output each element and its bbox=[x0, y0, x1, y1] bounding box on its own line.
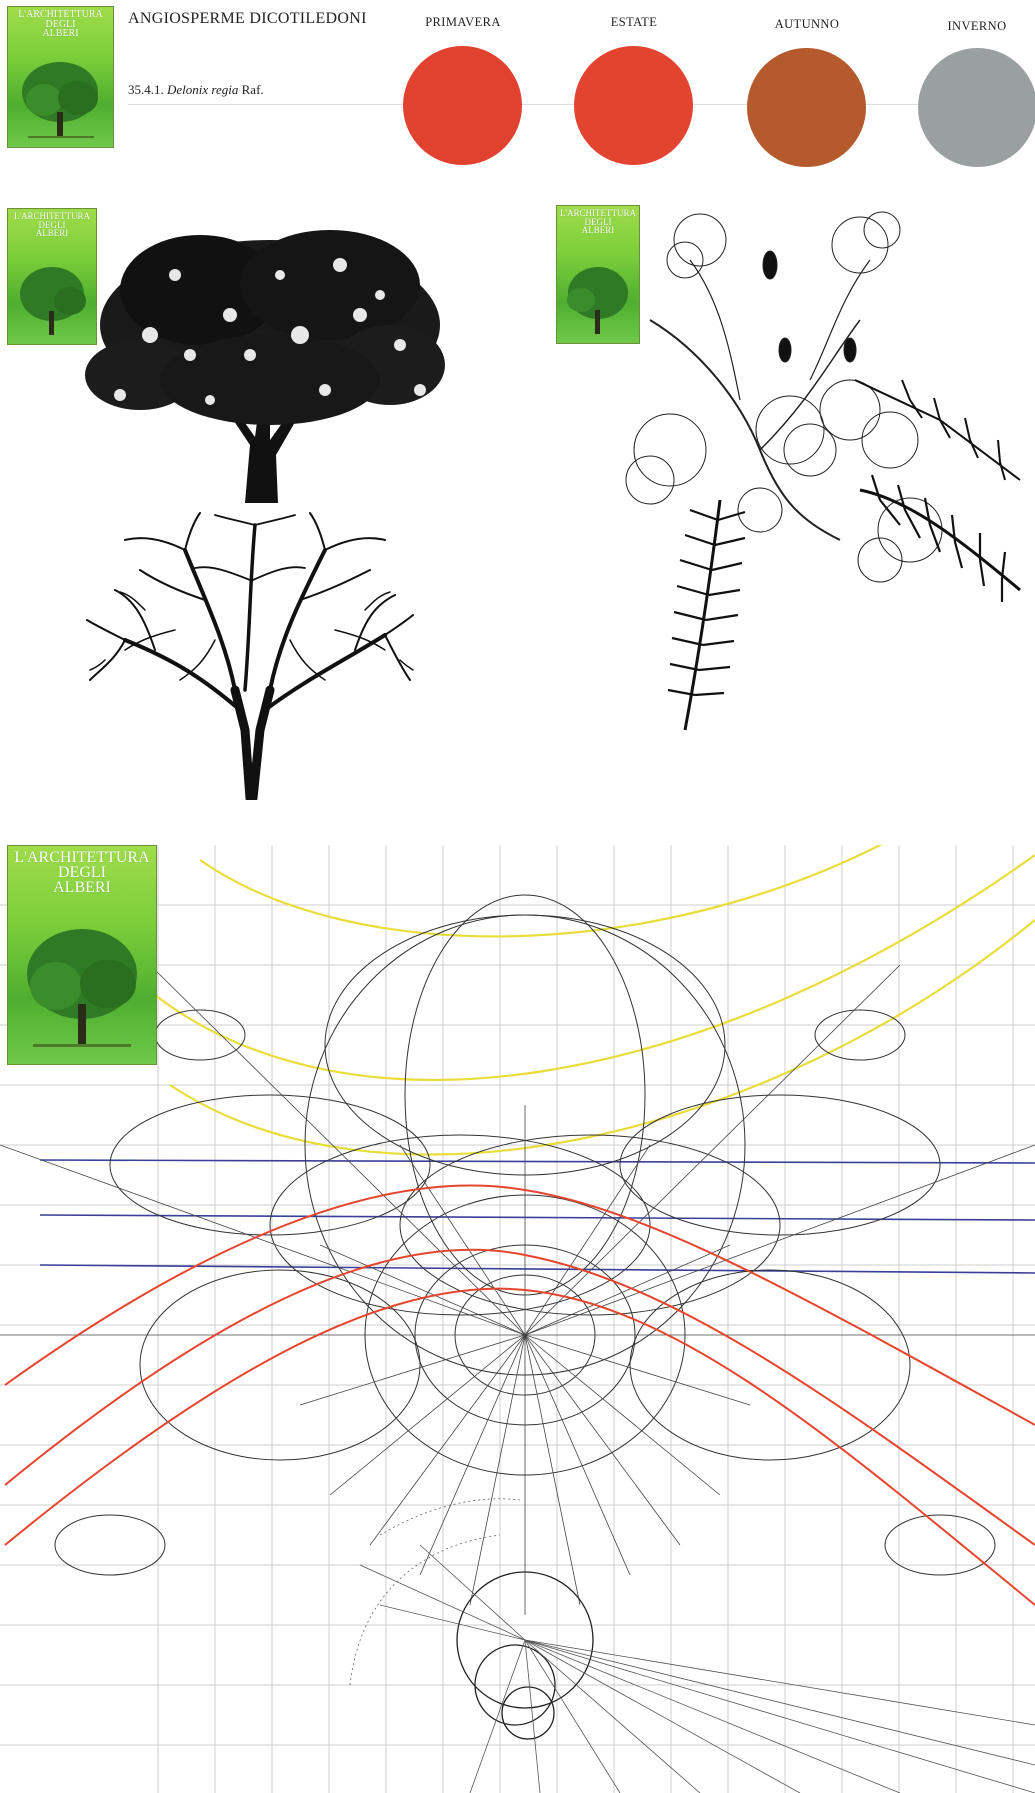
season-color-estate bbox=[574, 46, 693, 165]
cover-title-line1: L'ARCHITETTURA bbox=[14, 849, 150, 866]
species-line: 35.4.1. Delonix regia Raf. bbox=[128, 82, 264, 98]
season-label-inverno: INVERNO bbox=[947, 19, 1007, 33]
cover-title-line2: DEGLI bbox=[58, 864, 106, 882]
season-color-autunno bbox=[747, 48, 866, 167]
cover-title-line2: DEGLI bbox=[45, 18, 76, 30]
cover-title-line1: L'ARCHITETTURA bbox=[559, 208, 637, 218]
cover-title-line2: DEGLI bbox=[584, 216, 612, 227]
season-label-autunno: AUTUNNO bbox=[774, 17, 840, 31]
flowering-branch-illustration bbox=[625, 211, 1021, 731]
geometric-construction-diagram bbox=[0, 845, 1035, 1793]
book-cover-diagram: L'ARCHITETTURA DEGLI ALBERI bbox=[7, 845, 157, 1065]
cover-title-line3: ALBERI bbox=[35, 228, 69, 239]
species-author: Raf. bbox=[241, 82, 264, 97]
tree-in-leaf-illustration bbox=[85, 230, 445, 503]
book-cover-mid-left: L'ARCHITETTURA DEGLI ALBERI bbox=[7, 208, 97, 345]
season-label-primavera: PRIMAVERA bbox=[425, 15, 501, 29]
cover-tree-icon bbox=[22, 62, 98, 138]
cover-tree-icon bbox=[27, 929, 137, 1047]
cover-tree-icon bbox=[567, 267, 628, 334]
season-label-estate: ESTATE bbox=[610, 15, 658, 29]
season-color-primavera bbox=[403, 46, 522, 165]
season-color-inverno bbox=[918, 48, 1035, 167]
category-title: ANGIOSPERME DICOTILEDONI bbox=[128, 10, 367, 27]
cover-title-line2: DEGLI bbox=[38, 219, 66, 230]
cover-title-line3: ALBERI bbox=[42, 28, 79, 39]
cover-title-line3: ALBERI bbox=[581, 225, 615, 236]
bare-tree-illustration bbox=[86, 512, 414, 800]
book-cover-mid-right: L'ARCHITETTURA DEGLI ALBERI bbox=[556, 205, 640, 344]
book-cover-header: L'ARCHITETTURA DEGLI ALBERI bbox=[7, 6, 114, 148]
cover-title-line1: L'ARCHITETTURA bbox=[13, 211, 91, 221]
cover-tree-icon bbox=[20, 267, 86, 335]
species-name: Delonix regia bbox=[167, 82, 239, 97]
species-code: 35.4.1. bbox=[128, 82, 164, 97]
cover-title-line3: ALBERI bbox=[53, 879, 111, 897]
cover-title-line1: L'ARCHITETTURA bbox=[18, 9, 103, 20]
